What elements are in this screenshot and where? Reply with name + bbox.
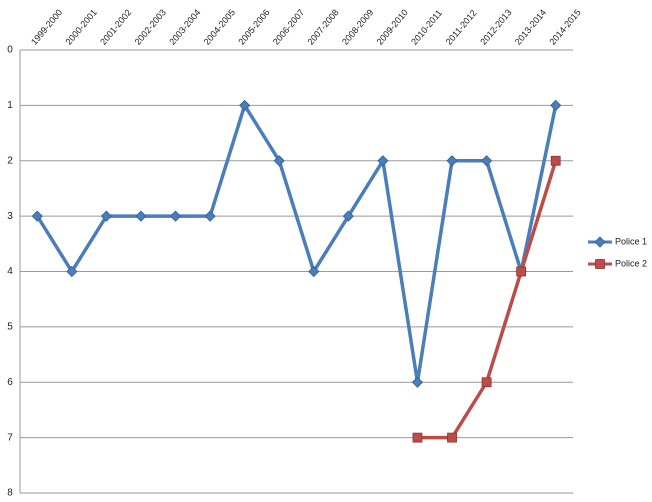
y-tick-label: 7 [7, 432, 13, 443]
data-point [595, 259, 605, 269]
y-tick-label: 2 [7, 155, 13, 166]
x-tick-label: 2010-2011 [409, 8, 444, 47]
y-tick-label: 1 [7, 100, 13, 111]
x-tick-label: 2008-2009 [340, 7, 375, 46]
data-point [342, 210, 354, 222]
x-tick-label: 2012-2013 [478, 7, 513, 46]
series-line [35, 103, 558, 384]
data-point [273, 155, 285, 167]
data-point [447, 432, 457, 443]
data-point [550, 99, 562, 111]
x-tick-label: 2003-2004 [167, 7, 202, 46]
data-point [135, 210, 147, 222]
legend-label: Police 1 [615, 236, 647, 246]
x-tick-label: 2006-2007 [271, 7, 306, 46]
x-tick-label: 2009-2010 [375, 7, 410, 46]
x-tick-label: 2000-2001 [64, 7, 99, 46]
x-tick-label: 2005-2006 [236, 7, 271, 46]
y-tick-label: 5 [7, 322, 13, 333]
y-tick-label: 3 [7, 211, 13, 222]
y-tick-label: 6 [7, 377, 13, 388]
data-point [239, 99, 251, 111]
data-point [550, 155, 561, 166]
data-point [377, 155, 389, 167]
data-point [481, 377, 492, 388]
data-point [516, 266, 527, 277]
x-tick-label: 2004-2005 [202, 7, 237, 46]
data-point [308, 265, 320, 278]
x-tick-label: 2007-2008 [305, 7, 340, 46]
y-tick-label: 8 [7, 488, 13, 499]
y-tick-label: 0 [7, 45, 13, 56]
legend-label: Police 2 [615, 258, 647, 268]
y-tick-label: 4 [7, 266, 13, 277]
x-tick-label: 1999-2000 [29, 7, 64, 46]
data-point [100, 210, 112, 222]
x-tick-label: 2001-2002 [98, 7, 133, 46]
data-point [411, 376, 424, 388]
data-point [412, 432, 423, 443]
x-tick-label: 2011-2012 [444, 8, 479, 47]
x-tick-label: 2013-2014 [513, 7, 548, 46]
data-point [594, 236, 606, 248]
data-point [66, 265, 78, 278]
x-tick-label: 2002-2003 [133, 7, 168, 46]
data-point [169, 210, 182, 222]
data-point [446, 155, 458, 167]
data-point [204, 210, 216, 222]
x-tick-label: 2014-2015 [547, 7, 582, 46]
data-point [481, 155, 493, 167]
data-point [31, 210, 43, 222]
